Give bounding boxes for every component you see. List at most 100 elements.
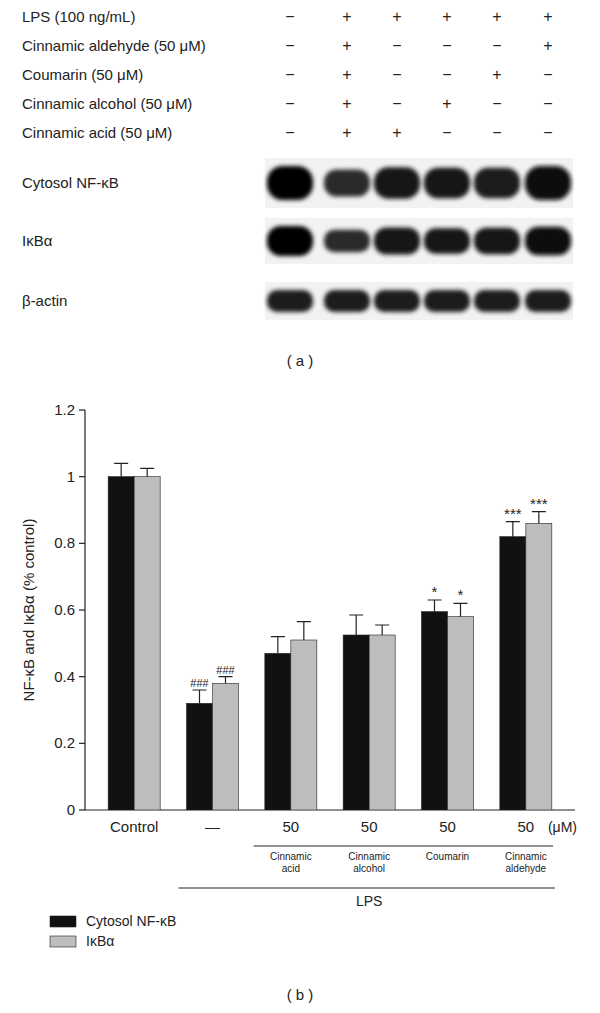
treatment-sign: + bbox=[492, 8, 501, 25]
treatment-sign: − bbox=[543, 66, 552, 83]
treatment-sign: − bbox=[442, 124, 451, 141]
treatment-sign: − bbox=[492, 95, 501, 112]
treatment-sign: − bbox=[543, 95, 552, 112]
treatment-label: Cinnamic acid (50 μM) bbox=[22, 124, 172, 141]
compound-label-line: Coumarin bbox=[426, 851, 469, 862]
error-bar bbox=[428, 600, 442, 612]
y-tick-label: 1.2 bbox=[54, 401, 75, 418]
panel-label: ( b ) bbox=[287, 986, 314, 1003]
treatment-sign: − bbox=[392, 37, 401, 54]
bar bbox=[500, 537, 526, 810]
y-tick-label: 0.6 bbox=[54, 601, 75, 618]
treatment-label: Coumarin (50 μM) bbox=[22, 66, 143, 83]
compound-label-line: Cinnamic bbox=[348, 851, 390, 862]
bar bbox=[291, 640, 317, 810]
treatment-sign: − bbox=[442, 66, 451, 83]
band bbox=[424, 228, 470, 254]
treatment-sign: + bbox=[342, 37, 351, 54]
bar bbox=[343, 635, 369, 810]
compound-label: Cinnamicacid bbox=[270, 851, 312, 874]
x-tick-label: — bbox=[205, 818, 220, 835]
treatment-sign: − bbox=[285, 95, 294, 112]
significance: *** bbox=[530, 495, 548, 512]
treatment-sign: − bbox=[285, 124, 294, 141]
treatment-sign: + bbox=[492, 66, 501, 83]
bar bbox=[134, 477, 160, 810]
band-label: Cytosol NF-κB bbox=[22, 174, 119, 191]
treatment-label: LPS (100 ng/mL) bbox=[22, 8, 135, 25]
error-bar bbox=[140, 468, 154, 476]
band bbox=[324, 290, 370, 312]
band bbox=[267, 290, 313, 312]
x-tick-label: 50 bbox=[361, 818, 378, 835]
legend-label: Cytosol NF-κB bbox=[86, 913, 176, 929]
treatment-sign: + bbox=[342, 8, 351, 25]
significance: ### bbox=[216, 664, 235, 676]
band-label: IκBα bbox=[22, 232, 53, 249]
treatment-sign: + bbox=[342, 124, 351, 141]
treatment-sign: − bbox=[285, 66, 294, 83]
x-tick-label: 50 bbox=[439, 818, 456, 835]
y-tick bbox=[79, 609, 85, 610]
treatment-sign: − bbox=[392, 66, 401, 83]
error-bar bbox=[219, 677, 233, 684]
y-tick-label: 0.8 bbox=[54, 534, 75, 551]
x-tick-label: 50 bbox=[282, 818, 299, 835]
legend-swatch bbox=[50, 916, 76, 927]
group-label: LPS bbox=[356, 893, 382, 909]
significance: *** bbox=[504, 505, 522, 522]
band bbox=[267, 226, 313, 256]
error-bar bbox=[349, 615, 363, 635]
compound-label-line: Cinnamic bbox=[270, 851, 312, 862]
band-row bbox=[267, 226, 571, 256]
compound-label-line: acid bbox=[282, 863, 300, 874]
treatment-label: Cinnamic aldehyde (50 μM) bbox=[22, 37, 206, 54]
bar bbox=[526, 523, 552, 810]
band-row bbox=[267, 166, 571, 200]
band bbox=[474, 228, 520, 254]
band bbox=[525, 227, 571, 256]
compound-label-line: aldehyde bbox=[506, 863, 547, 874]
band bbox=[474, 290, 520, 312]
error-bar bbox=[532, 512, 546, 524]
error-bar bbox=[375, 625, 389, 635]
significance: ### bbox=[190, 677, 209, 689]
band bbox=[424, 290, 470, 312]
treatment-sign: + bbox=[392, 8, 401, 25]
error-bar bbox=[271, 637, 285, 654]
y-tick bbox=[79, 809, 85, 810]
bar bbox=[187, 703, 213, 810]
treatment-sign: − bbox=[492, 124, 501, 141]
legend-swatch bbox=[50, 936, 76, 947]
treatment-label: Cinnamic alcohol (50 μM) bbox=[22, 95, 192, 112]
error-bar bbox=[114, 463, 128, 476]
blot-background bbox=[265, 282, 573, 320]
compound-label: Cinnamicaldehyde bbox=[505, 851, 547, 874]
treatment-sign: + bbox=[392, 124, 401, 141]
y-tick-label: 0.2 bbox=[54, 734, 75, 751]
legend-label: IκBα bbox=[86, 933, 114, 949]
y-axis-label: NF-κB and IκBα (% control) bbox=[20, 519, 37, 702]
y-tick-label: 0.4 bbox=[54, 668, 75, 685]
y-tick bbox=[79, 543, 85, 544]
band bbox=[374, 228, 420, 255]
treatment-sign: − bbox=[492, 37, 501, 54]
band bbox=[267, 166, 313, 200]
error-bar bbox=[193, 690, 207, 703]
bar bbox=[369, 635, 395, 810]
compound-bracket bbox=[254, 846, 553, 847]
treatment-sign: − bbox=[392, 95, 401, 112]
treatment-sign: − bbox=[543, 124, 552, 141]
band bbox=[525, 290, 571, 312]
bar bbox=[108, 477, 134, 810]
group-bracket bbox=[178, 888, 555, 889]
unit-label: (μM) bbox=[548, 819, 577, 835]
treatment-sign: + bbox=[543, 8, 552, 25]
error-bar bbox=[297, 622, 311, 640]
compound-label-line: alcohol bbox=[353, 863, 385, 874]
panel-label: ( a ) bbox=[287, 352, 314, 369]
bars bbox=[108, 463, 552, 810]
bar bbox=[422, 612, 448, 810]
bar bbox=[448, 617, 474, 810]
y-tick-label: 1 bbox=[67, 468, 75, 485]
